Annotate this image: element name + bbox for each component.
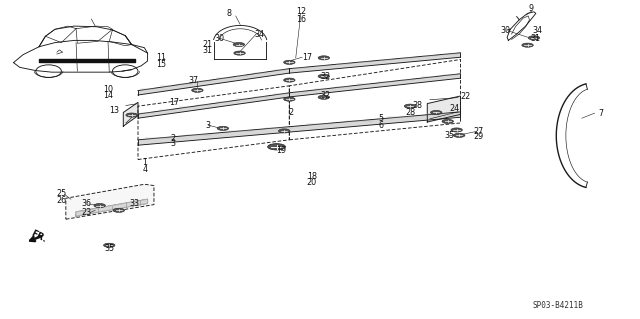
Ellipse shape xyxy=(191,88,203,92)
Text: 31: 31 xyxy=(202,46,212,56)
Ellipse shape xyxy=(318,56,330,60)
Ellipse shape xyxy=(318,95,330,99)
Text: 35: 35 xyxy=(444,131,454,140)
Text: 34: 34 xyxy=(254,30,264,39)
Text: FR.: FR. xyxy=(29,229,49,244)
Text: 35: 35 xyxy=(104,244,115,253)
Text: 10: 10 xyxy=(103,85,113,94)
Text: 24: 24 xyxy=(449,104,459,113)
Ellipse shape xyxy=(234,51,245,55)
Text: 27: 27 xyxy=(473,127,483,136)
Text: 17: 17 xyxy=(302,53,312,62)
Ellipse shape xyxy=(528,36,540,40)
Ellipse shape xyxy=(318,74,330,78)
Text: 22: 22 xyxy=(460,92,471,101)
Text: 25: 25 xyxy=(56,189,67,198)
Text: 30: 30 xyxy=(214,34,224,43)
Polygon shape xyxy=(138,93,289,118)
Text: 32: 32 xyxy=(320,92,330,100)
Ellipse shape xyxy=(278,129,290,133)
Ellipse shape xyxy=(268,144,285,150)
Polygon shape xyxy=(138,69,289,95)
Text: 28: 28 xyxy=(406,108,416,117)
Text: 11: 11 xyxy=(157,53,166,62)
Text: 33: 33 xyxy=(130,199,140,208)
Text: 19: 19 xyxy=(276,146,287,155)
Polygon shape xyxy=(76,199,148,216)
Text: 36: 36 xyxy=(82,199,92,208)
Text: 3: 3 xyxy=(171,139,175,148)
Polygon shape xyxy=(138,112,461,145)
Text: 8: 8 xyxy=(227,9,232,18)
Ellipse shape xyxy=(431,110,442,115)
Text: 4: 4 xyxy=(143,165,148,174)
Text: 15: 15 xyxy=(157,60,166,69)
Ellipse shape xyxy=(284,78,295,82)
Text: 14: 14 xyxy=(103,92,113,100)
Text: 16: 16 xyxy=(296,15,306,24)
Text: 20: 20 xyxy=(307,178,317,187)
Ellipse shape xyxy=(454,133,465,137)
Ellipse shape xyxy=(126,113,138,117)
Text: 31: 31 xyxy=(530,34,540,43)
Text: SP03-B4211B: SP03-B4211B xyxy=(532,301,583,310)
Text: 29: 29 xyxy=(473,132,483,141)
Text: 1: 1 xyxy=(143,158,148,167)
Polygon shape xyxy=(66,184,154,219)
Text: 21: 21 xyxy=(202,40,212,49)
Text: 13: 13 xyxy=(109,106,120,115)
Text: 5: 5 xyxy=(379,114,384,123)
Polygon shape xyxy=(124,102,138,126)
Ellipse shape xyxy=(94,204,106,208)
Ellipse shape xyxy=(233,42,244,47)
Ellipse shape xyxy=(113,208,125,212)
Ellipse shape xyxy=(442,119,454,123)
Text: 18: 18 xyxy=(307,172,317,181)
Text: 9: 9 xyxy=(528,4,533,13)
Ellipse shape xyxy=(404,104,416,108)
Text: 6: 6 xyxy=(379,121,384,130)
Text: 3: 3 xyxy=(205,121,211,130)
Text: 17: 17 xyxy=(170,98,179,107)
Text: 2: 2 xyxy=(170,134,176,143)
Text: 32: 32 xyxy=(320,72,330,81)
Ellipse shape xyxy=(522,43,533,47)
Polygon shape xyxy=(428,96,461,122)
Ellipse shape xyxy=(284,97,295,101)
Text: 38: 38 xyxy=(412,101,422,110)
Text: 30: 30 xyxy=(501,26,511,35)
Text: 7: 7 xyxy=(598,109,604,118)
Text: 26: 26 xyxy=(56,196,67,205)
Polygon shape xyxy=(289,74,461,97)
Text: 34: 34 xyxy=(532,26,542,35)
Text: 12: 12 xyxy=(296,7,306,16)
Polygon shape xyxy=(289,53,461,73)
Ellipse shape xyxy=(217,126,228,130)
Ellipse shape xyxy=(284,60,295,64)
Ellipse shape xyxy=(104,243,115,247)
Ellipse shape xyxy=(451,128,463,132)
Text: 2: 2 xyxy=(289,108,294,117)
Text: 37: 37 xyxy=(189,76,198,85)
Text: 23: 23 xyxy=(82,208,92,217)
